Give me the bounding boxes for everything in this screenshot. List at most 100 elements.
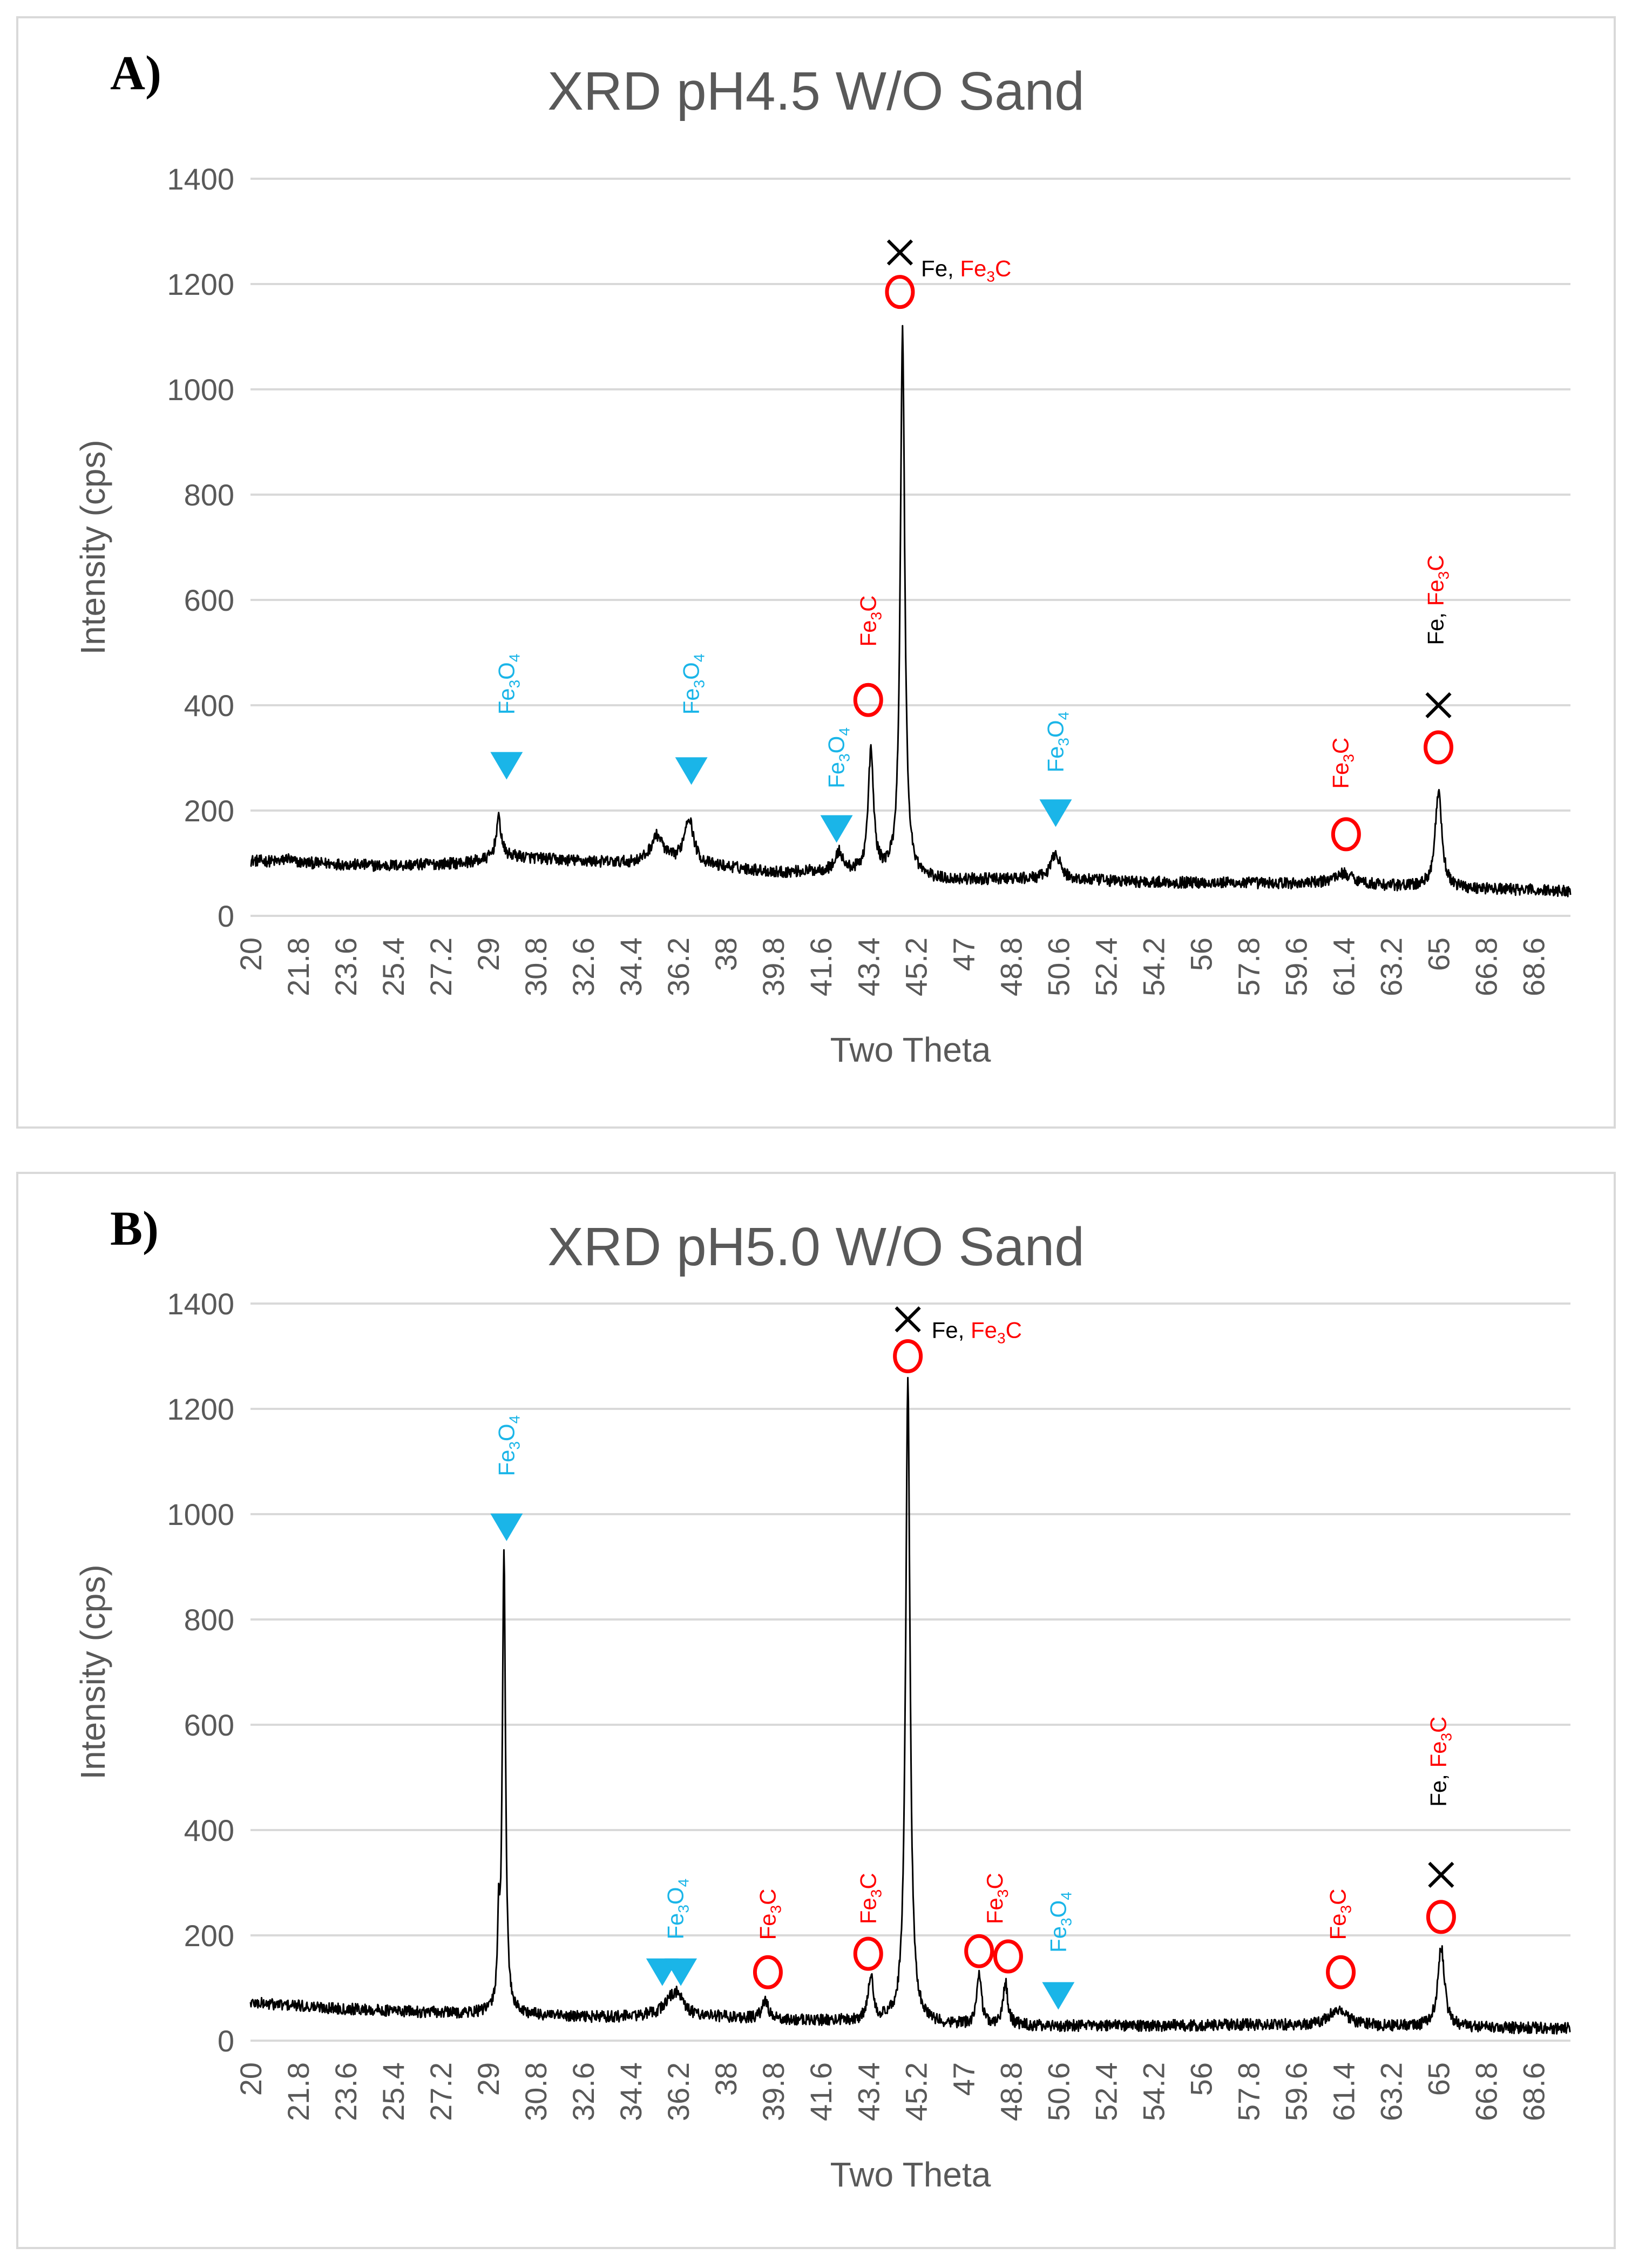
phase-label-part: Fe bbox=[960, 255, 986, 281]
phase-label-part: 3 bbox=[986, 268, 995, 285]
x-tick-label: 63.2 bbox=[1374, 2062, 1408, 2121]
phase-label-part: C bbox=[982, 1873, 1007, 1889]
chart-title: XRD pH4.5 W/O Sand bbox=[547, 61, 1085, 122]
phase-label-part: Fe, bbox=[1426, 1768, 1451, 1807]
phase-label-part: 3 bbox=[868, 1889, 884, 1898]
x-tick-label: 39.8 bbox=[756, 937, 790, 996]
x-tick-label: 34.4 bbox=[614, 937, 648, 996]
phase-label: Fe3O4 bbox=[493, 1415, 523, 1476]
phase-label: Fe, Fe3C bbox=[932, 1317, 1022, 1346]
phase-label-part: Fe bbox=[982, 1898, 1007, 1924]
phase-label: Fe3C bbox=[1325, 1889, 1355, 1940]
diffraction-series-line bbox=[249, 1376, 1571, 2035]
fe-marker-cross bbox=[895, 1306, 921, 1333]
phase-label-part: Fe bbox=[1328, 762, 1353, 789]
y-tick-label: 200 bbox=[184, 1919, 234, 1953]
y-tick-label: 400 bbox=[184, 1813, 234, 1847]
panel-label: A) bbox=[110, 46, 161, 100]
fe3c-marker-circle bbox=[853, 1936, 883, 1971]
x-tick-label: 23.6 bbox=[329, 2062, 363, 2121]
x-tick-label: 21.8 bbox=[281, 937, 315, 996]
x-tick-label: 57.8 bbox=[1231, 937, 1265, 996]
phase-label-part: 3 bbox=[994, 1889, 1011, 1898]
y-tick-label: 200 bbox=[184, 794, 234, 828]
phase-label-part: 4 bbox=[506, 1415, 523, 1424]
x-tick-label: 32.6 bbox=[566, 2062, 600, 2121]
phase-label: Fe3O4 bbox=[1045, 1892, 1074, 1953]
phase-label-part: C bbox=[1325, 1889, 1351, 1905]
phase-label-part: Fe bbox=[824, 762, 849, 788]
phase-label: Fe3C bbox=[855, 596, 884, 647]
phase-label: Fe3O4 bbox=[824, 727, 853, 788]
phase-label-part: 3 bbox=[1435, 571, 1452, 580]
phase-label-part: O bbox=[662, 1887, 688, 1905]
x-tick-label: 65 bbox=[1422, 2062, 1456, 2096]
xrd-plot-a: 0 200 400 600 800 1000 1200 1400 20 21.8 23.6 25.4 2… bbox=[73, 162, 1572, 1069]
x-tick-label: 48.8 bbox=[994, 2062, 1028, 2121]
phase-label-part: O bbox=[824, 736, 849, 754]
phase-label: Fe, Fe3C bbox=[1423, 555, 1452, 645]
fe3o4-marker-triangle bbox=[490, 752, 523, 780]
phase-label-part: 4 bbox=[1058, 1892, 1074, 1900]
fe3o4-marker-triangle bbox=[820, 815, 853, 843]
fe3o4-marker-triangle bbox=[1042, 1982, 1075, 2010]
fe3c-marker-circle bbox=[993, 1939, 1023, 1974]
phase-label-part: 3 bbox=[1438, 1733, 1455, 1742]
x-tick-label: 27.2 bbox=[424, 937, 458, 996]
phase-label-part: C bbox=[855, 1873, 881, 1889]
y-tick-label: 800 bbox=[184, 1603, 234, 1637]
fe3o4-marker-triangle bbox=[665, 1958, 698, 1986]
y-tick-label: 1000 bbox=[167, 373, 234, 407]
phase-label-part: 4 bbox=[836, 727, 853, 736]
x-tick-label: 68.6 bbox=[1517, 2062, 1551, 2121]
x-tick-label: 54.2 bbox=[1136, 937, 1170, 996]
cross-stroke bbox=[1428, 1861, 1454, 1888]
x-tick-label: 57.8 bbox=[1231, 2062, 1265, 2121]
x-tick-label: 68.6 bbox=[1517, 937, 1551, 996]
x-tick-label: 56 bbox=[1184, 2062, 1218, 2096]
x-tick-label: 36.2 bbox=[661, 937, 695, 996]
phase-label-part: Fe bbox=[855, 620, 881, 646]
panel-label: B) bbox=[110, 1202, 159, 1256]
phase-label-part: 3 bbox=[691, 680, 708, 688]
phase-label-part: 4 bbox=[691, 654, 708, 663]
phase-label-part: 3 bbox=[1338, 1905, 1355, 1914]
chart-panel-b: B) XRD pH5.0 W/O Sand 0 200 400 600 800 1000 1… bbox=[16, 1172, 1616, 2249]
y-tick-label: 1000 bbox=[167, 1497, 234, 1531]
phase-label-part: 3 bbox=[1055, 738, 1072, 746]
y-tick-label: 400 bbox=[184, 688, 234, 723]
phase-label-part: Fe, bbox=[1423, 606, 1448, 645]
phase-label-part: 4 bbox=[506, 654, 523, 663]
phase-label: Fe3C bbox=[1328, 738, 1357, 789]
fe3c-marker-circle bbox=[853, 683, 883, 717]
x-tick-label: 29 bbox=[471, 2062, 505, 2096]
x-axis-title: Two Theta bbox=[830, 1030, 991, 1069]
phase-label: Fe3O4 bbox=[662, 1879, 692, 1940]
x-tick-label: 20 bbox=[234, 937, 268, 971]
fe3c-marker-circle bbox=[964, 1934, 994, 1968]
phase-label-part: Fe bbox=[1426, 1742, 1451, 1768]
x-tick-label: 66.8 bbox=[1470, 2062, 1504, 2121]
x-tick-label: 61.4 bbox=[1326, 2062, 1360, 2121]
phase-label-part: O bbox=[493, 1423, 519, 1441]
phase-label-part: Fe bbox=[679, 688, 704, 714]
phase-label-part: O bbox=[493, 662, 519, 680]
x-tick-label: 23.6 bbox=[329, 937, 363, 996]
phase-label-part: Fe bbox=[1045, 1926, 1071, 1953]
phase-label-part: 3 bbox=[767, 1905, 784, 1914]
phase-label-part: 3 bbox=[997, 1329, 1006, 1346]
x-tick-label: 47 bbox=[946, 937, 980, 971]
fe-marker-cross bbox=[1428, 1861, 1454, 1888]
x-tick-label: 65 bbox=[1422, 937, 1456, 971]
fe3c-marker-circle bbox=[1331, 817, 1361, 852]
y-tick-label: 1200 bbox=[167, 1392, 234, 1426]
phase-label-part: 3 bbox=[868, 612, 884, 620]
chart-title: XRD pH5.0 W/O Sand bbox=[547, 1217, 1085, 1277]
x-tick-label: 43.4 bbox=[851, 937, 885, 996]
x-axis-title: Two Theta bbox=[830, 2155, 991, 2194]
y-axis-title: Intensity (cps) bbox=[73, 1564, 112, 1779]
phase-label-part: 3 bbox=[836, 753, 853, 762]
x-tick-label: 36.2 bbox=[661, 2062, 695, 2121]
phase-label-part: Fe bbox=[493, 1450, 519, 1476]
x-tick-label: 52.4 bbox=[1089, 937, 1123, 996]
